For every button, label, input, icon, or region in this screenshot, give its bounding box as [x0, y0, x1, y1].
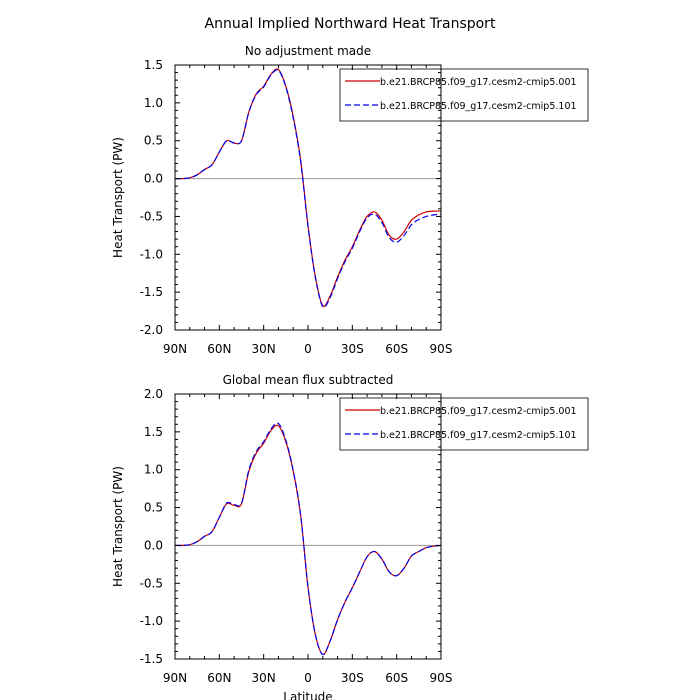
panel-bottom-xtick-label: 60S: [385, 671, 408, 685]
panel-top-title: No adjustment made: [245, 44, 371, 58]
panel-top-ytick-label: -1.5: [140, 285, 163, 299]
panel-top-xtick-label: 0: [304, 342, 312, 356]
panel-top-ylabel: Heat Transport (PW): [111, 137, 125, 258]
panel-top-xtick-label: 60S: [385, 342, 408, 356]
panel-top-xtick-label: 30S: [341, 342, 364, 356]
panel-bottom-xtick-label: 60N: [207, 671, 231, 685]
panel-top-xtick-label: 30N: [252, 342, 276, 356]
panel-bottom-ytick-label: 2.0: [144, 387, 163, 401]
panel-top-ytick-label: -2.0: [140, 323, 163, 337]
panel-bottom-xtick-label: 30S: [341, 671, 364, 685]
panel-top-ytick-label: 1.5: [144, 58, 163, 72]
panel-top-legend-box: [339, 68, 589, 122]
panel-bottom-legend-box: [339, 397, 589, 451]
panel-bottom-ytick-label: 1.5: [144, 425, 163, 439]
panel-bottom-ytick-label: 0.0: [144, 538, 163, 552]
panel-bottom-ytick-label: 1.0: [144, 463, 163, 477]
panel-bottom-series-line-2: [175, 422, 441, 656]
panel-bottom-xtick-label: 0: [304, 671, 312, 685]
panel-top-ytick-label: 0.0: [144, 172, 163, 186]
panel-bottom-xtick-label: 30N: [252, 671, 276, 685]
panel-top-xtick-label: 90S: [430, 342, 453, 356]
panel-top-ytick-label: -1.0: [140, 247, 163, 261]
panel-bottom-title: Global mean flux subtracted: [223, 373, 394, 387]
panel-bottom-xtick-label: 90S: [430, 671, 453, 685]
panel-bottom-ytick-label: -0.5: [140, 576, 163, 590]
panel-bottom: Global mean flux subtracted Heat Transpo…: [111, 373, 589, 700]
panel-bottom-ylabel: Heat Transport (PW): [111, 466, 125, 587]
figure-title: Annual Implied Northward Heat Transport: [205, 16, 496, 32]
panel-top-legend-label-1: b.e21.BRCP85.f09_g17.cesm2-cmip5.001: [380, 77, 577, 88]
panel-top-series-line-2: [175, 69, 441, 308]
panel-top-xtick-label: 90N: [163, 342, 187, 356]
panel-bottom-ytick-label: -1.0: [140, 614, 163, 628]
panel-bottom-legend-label-1: b.e21.BRCP85.f09_g17.cesm2-cmip5.001: [380, 406, 577, 417]
panel-bottom-series-line-1: [175, 424, 441, 656]
panel-top-ytick-label: 0.5: [144, 134, 163, 148]
panel-bottom-ytick-label: 0.5: [144, 501, 163, 515]
panel-bottom-xlabel: Latitude: [283, 690, 332, 700]
panel-bottom-xtick-label: 90N: [163, 671, 187, 685]
panel-top-ytick-label: -0.5: [140, 209, 163, 223]
panel-top-xtick-label: 60N: [207, 342, 231, 356]
panel-top-legend-label-2: b.e21.BRCP85.f09_g17.cesm2-cmip5.101: [380, 101, 577, 112]
panel-top: No adjustment made Heat Transport (PW) 9…: [111, 44, 589, 356]
panel-top-ytick-label: 1.0: [144, 96, 163, 110]
panel-bottom-ytick-label: -1.5: [140, 652, 163, 666]
panel-bottom-legend-label-2: b.e21.BRCP85.f09_g17.cesm2-cmip5.101: [380, 430, 577, 441]
